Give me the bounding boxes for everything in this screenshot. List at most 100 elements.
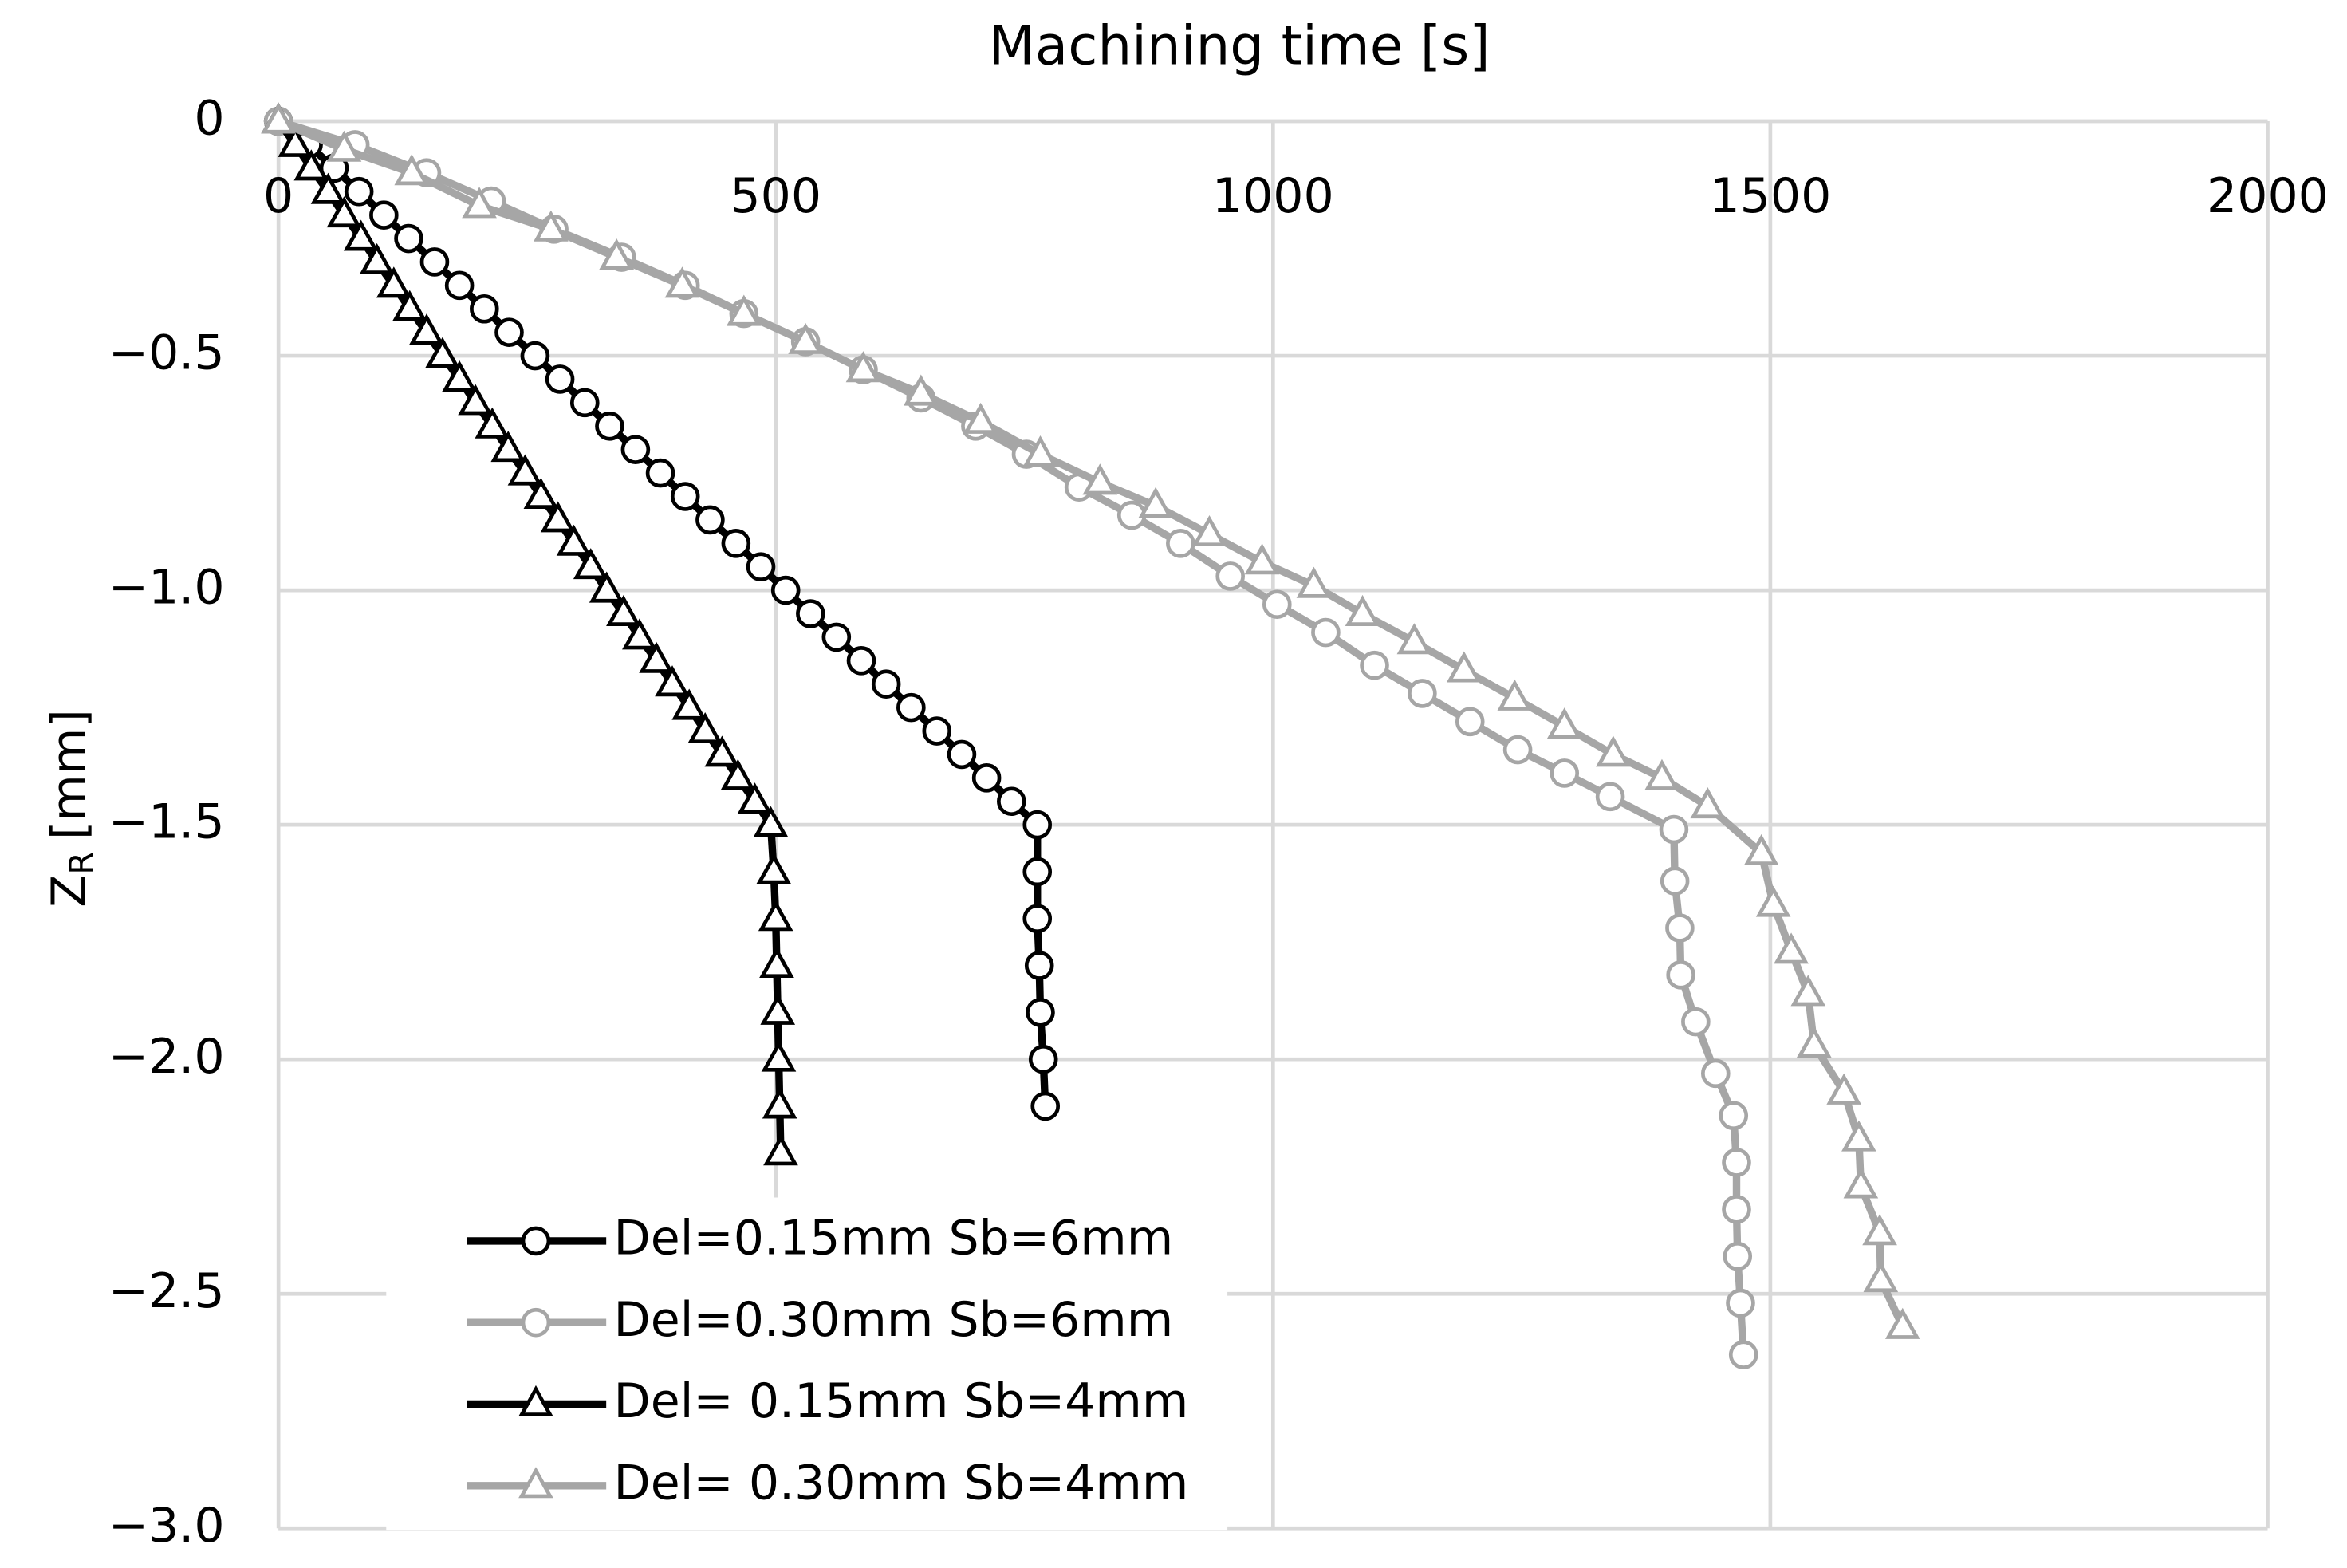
marker (376, 266, 412, 298)
marker (1215, 561, 1245, 591)
marker (655, 665, 690, 697)
marker (845, 351, 881, 383)
marker (1546, 707, 1582, 739)
marker (1796, 1026, 1832, 1058)
marker (687, 711, 723, 744)
marker (761, 1040, 797, 1072)
marker (1345, 594, 1380, 626)
plot-area (261, 102, 1920, 1369)
legend-label: Del=0.30mm Sb=6mm (614, 1292, 1174, 1348)
x-tick-label: 2000 (2207, 168, 2329, 224)
y-tick-label: −0.5 (108, 325, 225, 381)
marker (369, 200, 399, 230)
marker (922, 716, 952, 746)
marker (762, 1087, 797, 1119)
marker (595, 411, 624, 441)
marker (1790, 975, 1826, 1007)
marker (1884, 1307, 1920, 1339)
marker (394, 154, 430, 186)
marker (760, 993, 796, 1025)
marker (1722, 1148, 1751, 1177)
marker (1843, 1167, 1879, 1199)
marker (1191, 514, 1227, 547)
marker (1826, 1073, 1862, 1105)
marker (1408, 679, 1437, 708)
legend-box (386, 1197, 1228, 1531)
marker (896, 692, 926, 723)
legend-label: Del= 0.30mm Sb=4mm (614, 1455, 1189, 1511)
marker (1681, 1007, 1711, 1037)
marker (704, 735, 740, 767)
marker (1311, 617, 1341, 648)
marker (1666, 960, 1695, 990)
x-tick-label: 1000 (1212, 168, 1334, 224)
marker (670, 482, 700, 511)
y-tick-label: 0 (194, 91, 224, 147)
marker (620, 435, 651, 464)
marker (458, 384, 493, 416)
marker (1446, 651, 1482, 683)
y-axis-label: ZR [mm] (41, 709, 100, 908)
marker (726, 294, 762, 326)
marker (1660, 866, 1690, 896)
marker (1497, 679, 1533, 711)
marker (518, 1385, 553, 1416)
marker (1701, 1058, 1731, 1089)
marker (1665, 913, 1695, 943)
marker (425, 337, 460, 368)
marker (903, 374, 939, 406)
marker (1022, 435, 1058, 467)
marker (1743, 833, 1779, 865)
marker (1244, 543, 1280, 575)
marker (963, 402, 998, 434)
x-tick-label: 0 (263, 168, 293, 224)
marker (1082, 463, 1118, 495)
marker (442, 360, 477, 392)
x-tick-label: 500 (730, 168, 821, 224)
marker (1455, 707, 1485, 737)
marker (394, 223, 423, 254)
marker (494, 317, 524, 347)
marker (518, 1467, 553, 1499)
marker (947, 739, 977, 770)
marker (1690, 787, 1726, 819)
marker (521, 1226, 551, 1256)
marker (753, 806, 789, 837)
marker (1719, 1101, 1749, 1131)
marker (763, 1134, 798, 1166)
marker (419, 247, 450, 277)
x-tick-label: 1500 (1709, 168, 1831, 224)
marker (1166, 528, 1195, 558)
marker (1030, 1091, 1061, 1121)
marker (756, 853, 792, 884)
marker (606, 594, 641, 626)
marker (343, 219, 379, 251)
marker (1728, 1340, 1758, 1369)
marker (1862, 1214, 1897, 1246)
marker (1022, 810, 1053, 840)
marker (671, 688, 707, 720)
y-tick-label: −2.0 (108, 1029, 225, 1085)
marker (997, 786, 1026, 817)
marker (971, 763, 1002, 793)
marker (1596, 735, 1631, 767)
marker (1755, 885, 1791, 917)
marker (344, 176, 374, 207)
marker (1550, 758, 1580, 788)
marker (720, 758, 756, 790)
marker (1296, 566, 1332, 598)
marker (392, 290, 427, 321)
y-label-subscript: R (62, 852, 100, 875)
marker (1841, 1120, 1876, 1152)
marker (1028, 1044, 1058, 1074)
marker (664, 266, 700, 298)
grid: 0 500 1000 1500 2000 −3.0 −2.5 −2.0 −1.5 −1.0 −0.5… (108, 91, 2329, 1554)
y-tick-label: −1.5 (108, 794, 225, 850)
marker (1659, 814, 1689, 845)
marker (788, 322, 823, 354)
marker (737, 782, 773, 814)
marker (746, 552, 776, 581)
marker (1262, 589, 1292, 620)
chart-title: Machining time [s] (989, 14, 1491, 77)
marker (261, 102, 296, 134)
